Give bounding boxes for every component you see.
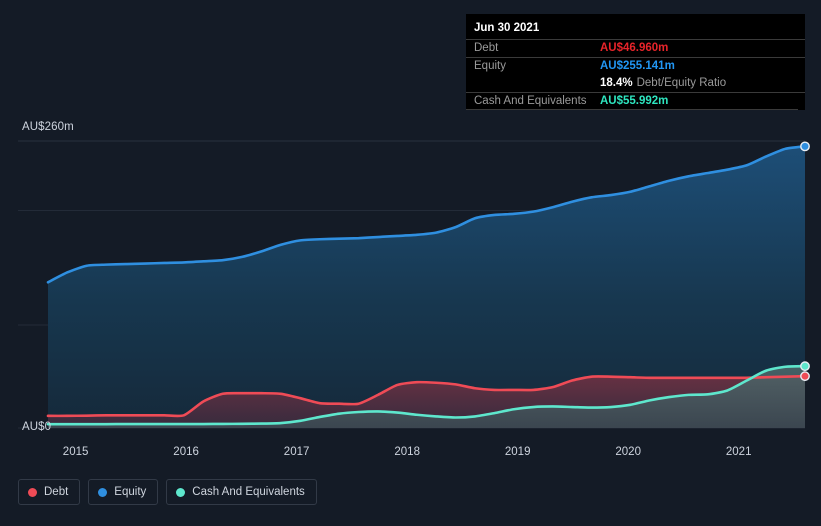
line-cash-and-equivalents: [46, 364, 807, 426]
end-marker-debt: [800, 371, 810, 382]
tooltip-bottom-divider: [466, 109, 798, 110]
tooltip-row-ratio: 18.4% Debt/Equity Ratio: [466, 74, 805, 92]
x-axis-tick-2020: 2020: [615, 446, 641, 458]
series-lines: [46, 145, 807, 426]
tooltip-row-debt: Debt AU$46.960m: [466, 39, 805, 57]
legend-item-debt[interactable]: Debt: [18, 479, 81, 505]
tooltip-ratio-label: Debt/Equity Ratio: [636, 76, 727, 89]
legend-item-cash[interactable]: Cash And Equivalents: [166, 479, 317, 505]
x-axis-tick-2021: 2021: [725, 446, 752, 458]
tooltip-label-cash: Cash And Equivalents: [474, 94, 587, 107]
area-cash-and-equivalents: [48, 366, 805, 428]
legend-label-equity: Equity: [114, 486, 147, 498]
tooltip-ratio-value: 18.4%: [600, 76, 633, 89]
tooltip-value-debt: AU$46.960m: [600, 42, 669, 55]
x-axis-tick-2018: 2018: [394, 446, 420, 458]
line-debt: [46, 374, 807, 418]
tooltip-value-equity: AU$255.141m: [600, 59, 675, 72]
tooltip-row-cash: Cash And Equivalents AU$55.992m: [466, 91, 805, 110]
legend-item-equity[interactable]: Equity: [88, 479, 159, 505]
legend-label-cash: Cash And Equivalents: [192, 486, 305, 498]
y-axis-zero-label: AU$0: [22, 421, 52, 433]
end-marker-cash-and-equivalents: [800, 361, 810, 372]
end-marker-equity: [800, 141, 810, 152]
x-axis-tick-2015: 2015: [62, 446, 89, 458]
x-axis-tick-2017: 2017: [283, 446, 310, 458]
legend-dot-debt-icon: [28, 487, 37, 497]
tooltip-label-debt: Debt: [474, 42, 499, 55]
legend-dot-equity-icon: [98, 487, 108, 497]
legend-dot-cash-icon: [176, 487, 186, 497]
legend-label-debt: Debt: [44, 486, 69, 498]
chart-legend: Debt Equity Cash And Equivalents: [18, 479, 317, 505]
data-tooltip: Jun 30 2021 Debt AU$46.960m Equity AU$25…: [466, 14, 805, 110]
area-equity: [48, 146, 805, 429]
series-areas: [48, 146, 805, 429]
tooltip-date: Jun 30 2021: [474, 22, 540, 34]
x-axis-tick-2016: 2016: [173, 446, 199, 458]
line-equity: [46, 145, 807, 284]
y-axis-max-label: AU$260m: [22, 121, 74, 133]
tooltip-value-cash: AU$55.992m: [600, 94, 669, 107]
tooltip-row-equity: Equity AU$255.141m: [466, 56, 805, 75]
x-axis-tick-2019: 2019: [504, 446, 531, 458]
series-end-markers: [800, 141, 810, 382]
tooltip-label-equity: Equity: [474, 59, 506, 72]
